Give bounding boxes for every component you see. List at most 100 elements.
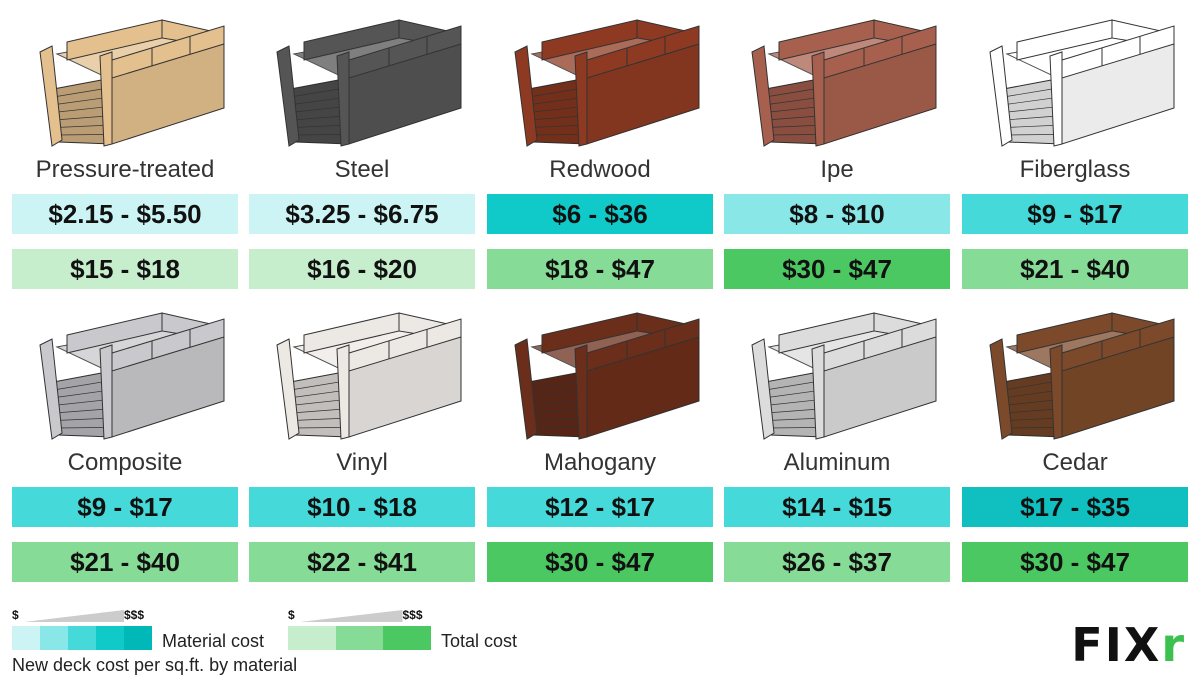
post [1049, 344, 1063, 440]
logo: FIXr [1071, 618, 1186, 672]
material-name: Cedar [1042, 449, 1108, 476]
material-name: Pressure-treated [35, 156, 215, 183]
material-name: Redwood [549, 156, 651, 183]
stair-rail [751, 45, 775, 147]
scale-wedge [300, 610, 403, 622]
post [99, 344, 113, 440]
stair-rail [514, 45, 538, 147]
total-cost: $26 - $37 [724, 542, 950, 582]
stair-step [294, 134, 350, 136]
material-cost: $8 - $10 [724, 194, 950, 234]
stair-step [1007, 134, 1063, 136]
scale-low: $ [12, 608, 19, 622]
stair-step [532, 427, 588, 429]
stair-step [57, 134, 113, 136]
shade [285, 371, 349, 437]
scale-high: $$$ [124, 608, 145, 622]
scale-low: $ [288, 608, 295, 622]
shade [998, 78, 1062, 144]
stair-rail [514, 338, 538, 440]
scale-label: Total cost [441, 631, 518, 651]
total-cost: $22 - $41 [249, 542, 475, 582]
deck-illustration [989, 312, 1175, 440]
stair-step [1007, 427, 1063, 429]
total-cost: $16 - $20 [249, 249, 475, 289]
scale-label: Material cost [162, 631, 265, 651]
total-cost: $30 - $47 [724, 249, 950, 289]
stair-rail [989, 338, 1013, 440]
deck-illustration [276, 19, 462, 147]
stair-step [769, 427, 825, 429]
stair-step [769, 134, 825, 136]
material-swatch [96, 626, 124, 650]
post [574, 344, 588, 440]
deck-illustration [276, 312, 462, 440]
deck-illustration [39, 19, 225, 147]
deck-illustration [751, 312, 937, 440]
stair-rail [276, 45, 300, 147]
post [574, 51, 588, 147]
post [1049, 51, 1063, 147]
stair-step [294, 427, 350, 429]
shade [48, 371, 112, 437]
legend-note: New deck cost per sq.ft. by material [12, 655, 298, 675]
post [336, 51, 350, 147]
deck-illustration [989, 19, 1175, 147]
logo-main: FIX [1071, 618, 1162, 672]
material-swatch [40, 626, 68, 650]
deck-illustration [751, 19, 937, 147]
scale-wedge [24, 610, 124, 622]
stair-step [532, 134, 588, 136]
material-name: Fiberglass [1019, 156, 1131, 183]
shade [285, 78, 349, 144]
material-cost: $17 - $35 [962, 487, 1188, 527]
scale-high: $$$ [402, 608, 423, 622]
total-swatch [335, 626, 383, 650]
material-cost: $9 - $17 [12, 487, 238, 527]
stair-rail [751, 338, 775, 440]
total-swatch [288, 626, 336, 650]
shade [523, 78, 587, 144]
stair-step [57, 427, 113, 429]
shade [523, 371, 587, 437]
stair-rail [39, 45, 63, 147]
post [336, 344, 350, 440]
logo-accent: r [1161, 618, 1186, 672]
material-cost: $10 - $18 [249, 487, 475, 527]
material-name: Aluminum [783, 449, 891, 476]
material-cost: $12 - $17 [487, 487, 713, 527]
total-cost: $30 - $47 [487, 542, 713, 582]
post [811, 51, 825, 147]
material-swatch [12, 626, 40, 650]
material-cost: $14 - $15 [724, 487, 950, 527]
material-name: Composite [67, 449, 183, 476]
material-cost: $3.25 - $6.75 [249, 194, 475, 234]
wedge [300, 610, 403, 622]
shade [760, 371, 824, 437]
shade [48, 78, 112, 144]
deck-illustration [514, 19, 700, 147]
material-name: Vinyl [336, 449, 388, 476]
total-cost: $18 - $47 [487, 249, 713, 289]
total-cost: $15 - $18 [12, 249, 238, 289]
shade [998, 371, 1062, 437]
stair-rail [39, 338, 63, 440]
total-cost: $21 - $40 [962, 249, 1188, 289]
total-swatch [383, 626, 431, 650]
material-cost: $9 - $17 [962, 194, 1188, 234]
post [99, 51, 113, 147]
deck-illustration [514, 312, 700, 440]
material-name: Steel [334, 156, 390, 183]
deck-illustration [39, 312, 225, 440]
material-swatch [124, 626, 152, 650]
wedge [24, 610, 124, 622]
total-cost: $30 - $47 [962, 542, 1188, 582]
total-cost: $21 - $40 [12, 542, 238, 582]
shade [760, 78, 824, 144]
material-name: Ipe [820, 156, 854, 183]
material-swatch [68, 626, 96, 650]
material-name: Mahogany [543, 449, 657, 476]
material-cost: $2.15 - $5.50 [12, 194, 238, 234]
post [811, 344, 825, 440]
